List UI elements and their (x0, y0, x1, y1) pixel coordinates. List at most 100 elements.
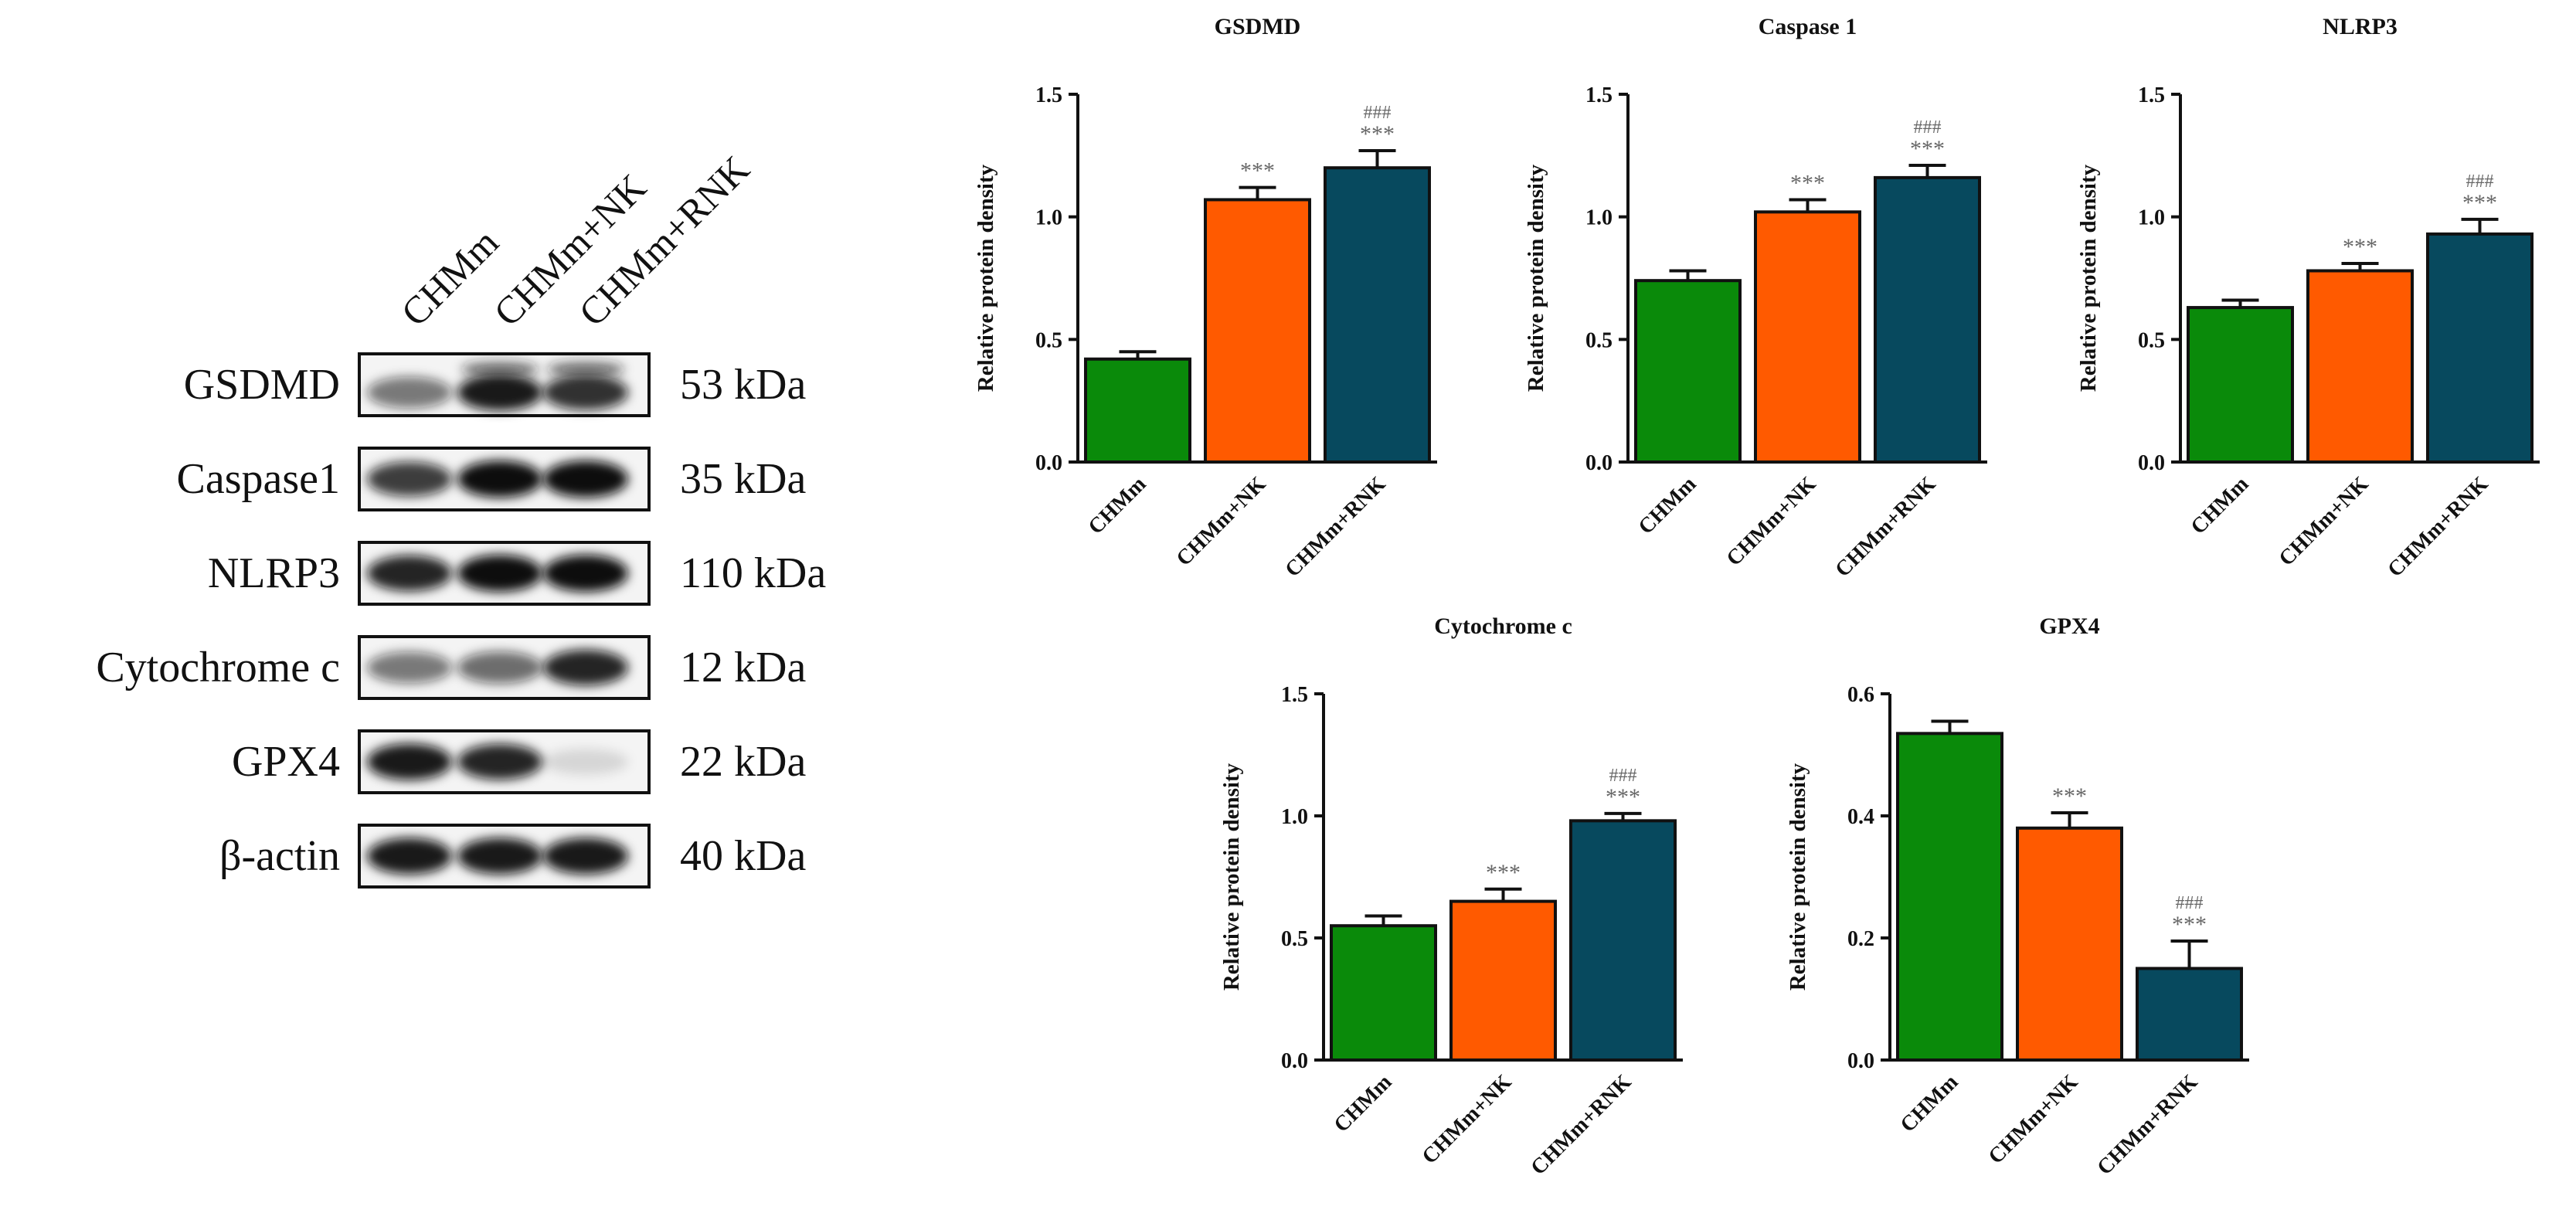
significance-mark: ### (2466, 172, 2494, 192)
protein-label: β-actin (219, 832, 340, 880)
blot-band (367, 461, 452, 497)
significance-mark: ### (1609, 766, 1637, 786)
x-tick-label: CHMm (1330, 1070, 1397, 1137)
blot-band (457, 555, 542, 592)
x-tick-label: CHMm+RNK (1280, 472, 1390, 582)
significance-mark: ### (2176, 893, 2204, 913)
y-tick-label: 1.5 (1035, 83, 1062, 107)
y-tick-label: 0.5 (1281, 927, 1308, 951)
x-tick-label: CHMm+RNK (1526, 1070, 1636, 1180)
protein-label: Caspase1 (176, 455, 340, 503)
x-tick-label: CHMm+NK (2275, 472, 2374, 571)
size-label: 40 kDa (680, 832, 806, 880)
y-tick-label: 1.0 (1585, 206, 1613, 230)
y-tick-label: 0.5 (1035, 328, 1062, 352)
y-tick-label: 0.0 (1281, 1049, 1308, 1073)
size-label: 35 kDa (680, 455, 806, 503)
blot-band (457, 838, 542, 875)
size-label: 22 kDa (680, 738, 806, 786)
bar-CHMm (1634, 279, 1742, 464)
x-tick-label: CHMm+RNK (2383, 472, 2493, 582)
y-tick-label: 0.0 (1585, 451, 1613, 475)
size-label: 53 kDa (680, 361, 806, 409)
bar-CHMm (1330, 924, 1437, 1062)
x-tick-label: CHMm (1896, 1070, 1963, 1137)
chart-title: GPX4 (2039, 613, 2099, 639)
bar-CHMm (1896, 732, 2003, 1062)
y-tick-label: 0.0 (2138, 451, 2165, 475)
bar-chart-0: GSDMD Relative protein density 0.0 0.5 1.0 1.… (974, 14, 1437, 582)
significance-mark: *** (1486, 860, 1521, 885)
blot-band (457, 651, 542, 684)
bar-CHMm+NK (1754, 210, 1861, 464)
y-axis-label: Relative protein density (1524, 164, 1548, 392)
bar-CHMm+RNK (2136, 967, 2243, 1062)
y-tick-label: 1.0 (1281, 805, 1308, 829)
significance-mark: *** (2172, 912, 2207, 937)
bar-CHMm+NK (2016, 826, 2123, 1062)
x-tick-label: CHMm (2187, 472, 2254, 539)
bar-CHMm+NK (1449, 899, 1557, 1062)
protein-label: Cytochrome c (96, 644, 340, 691)
blot-band (543, 649, 628, 686)
significance-mark: ### (1364, 103, 1392, 123)
blot-row: β-actin 40 kDa (219, 824, 806, 889)
y-axis-label: Relative protein density (1219, 763, 1244, 990)
y-tick-label: 0.6 (1847, 683, 1874, 707)
significance-mark: *** (1360, 121, 1395, 147)
significance-mark: *** (1606, 784, 1640, 810)
blot-row: GPX4 22 kDa (232, 729, 806, 794)
size-label: 110 kDa (680, 549, 826, 597)
blot-band (543, 555, 628, 592)
bar-CHMm+RNK (2426, 232, 2534, 464)
blot-band (543, 460, 628, 498)
chart-title: GSDMD (1215, 14, 1301, 39)
chart-title: NLRP3 (2323, 14, 2398, 39)
chart-title: Caspase 1 (1759, 14, 1857, 39)
significance-mark: ### (1914, 117, 1942, 138)
bar-CHMm+RNK (1569, 819, 1677, 1062)
blot-band (457, 743, 542, 780)
y-axis-label: Relative protein density (974, 164, 998, 392)
x-tick-label: CHMm (1634, 472, 1701, 539)
y-tick-label: 1.0 (2138, 206, 2165, 230)
x-tick-label: CHMm+NK (1418, 1070, 1517, 1169)
size-label: 12 kDa (680, 644, 806, 691)
y-tick-label: 1.5 (1585, 83, 1613, 107)
bar-chart-4: GPX4 Relative protein density 0.0 0.2 0.4 0.6… (1786, 613, 2249, 1180)
protein-label: GSDMD (184, 361, 340, 409)
significance-mark: *** (2052, 783, 2087, 809)
y-tick-label: 0.5 (2138, 328, 2165, 352)
bar-CHMm+NK (2306, 269, 2414, 464)
blot-row: GSDMD 53 kDa (184, 352, 806, 417)
protein-label: NLRP3 (208, 549, 340, 597)
significance-mark: *** (2462, 190, 2497, 216)
lane-label-0: CHMm (393, 220, 507, 335)
blot-band (543, 838, 628, 875)
bar-CHMm+NK (1204, 198, 1311, 464)
bar-CHMm+RNK (1874, 175, 1981, 464)
blot-band (543, 375, 628, 410)
x-tick-label: CHMm+NK (1984, 1070, 2083, 1169)
blot-band (457, 460, 542, 498)
y-axis-label: Relative protein density (1786, 763, 1810, 990)
blot-band-upper (547, 362, 624, 377)
significance-mark: *** (1790, 170, 1825, 195)
bar-chart-2: NLRP3 Relative protein density 0.0 0.5 1.0 1.… (2076, 14, 2540, 582)
x-tick-label: CHMm+RNK (1830, 472, 1940, 582)
y-tick-label: 0.0 (1847, 1049, 1874, 1073)
blot-band (457, 374, 542, 411)
bar-CHMm (2187, 306, 2294, 464)
y-axis-label: Relative protein density (2076, 164, 2101, 392)
bar-CHMm (1084, 357, 1191, 464)
y-tick-label: 1.5 (2138, 83, 2165, 107)
y-tick-label: 1.5 (1281, 683, 1308, 707)
x-tick-label: CHMm (1084, 472, 1151, 539)
x-tick-label: CHMm+RNK (2092, 1070, 2202, 1180)
chart-title: Cytochrome c (1434, 613, 1572, 639)
protein-label: GPX4 (232, 738, 340, 786)
blot-band (367, 651, 452, 684)
blot-band (367, 838, 452, 875)
y-tick-label: 0.5 (1585, 328, 1613, 352)
